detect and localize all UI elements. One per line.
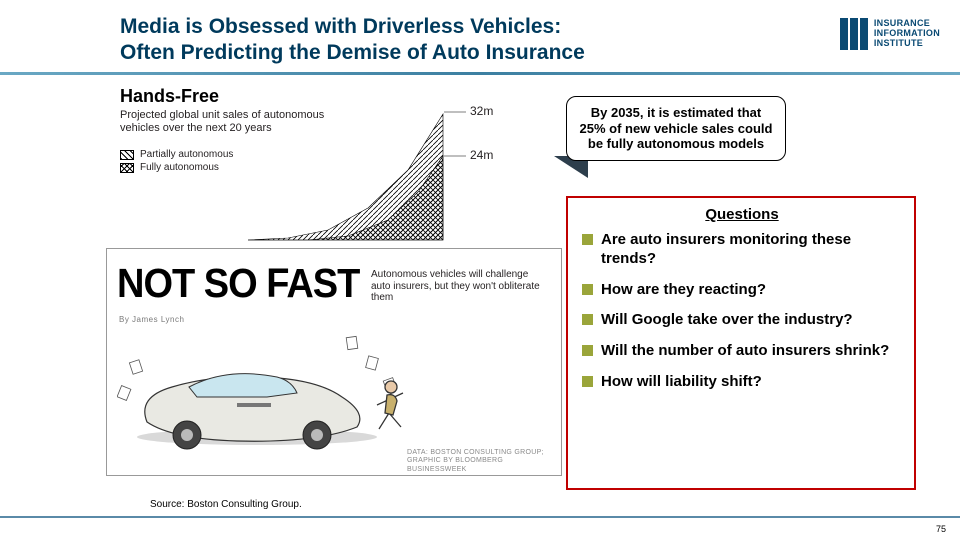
nsf-headline: NOT SO FAST bbox=[117, 261, 359, 307]
not-so-fast-panel: NOT SO FAST Autonomous vehicles will cha… bbox=[106, 248, 562, 476]
slide-title: Media is Obsessed with Driverless Vehicl… bbox=[120, 14, 940, 67]
iii-logo: INSURANCE INFORMATION INSTITUTE bbox=[840, 18, 940, 50]
q-text: Are auto insurers monitoring these trend… bbox=[601, 231, 902, 269]
square-bullet-icon bbox=[582, 314, 593, 325]
square-bullet-icon bbox=[582, 284, 593, 295]
logo-text-3: INSTITUTE bbox=[874, 39, 940, 49]
list-item: Are auto insurers monitoring these trend… bbox=[582, 231, 902, 269]
square-bullet-icon bbox=[582, 376, 593, 387]
legend-full: Fully autonomous bbox=[140, 162, 219, 173]
peak-label-mid: 24m bbox=[470, 148, 493, 162]
area-chart-icon bbox=[248, 100, 498, 250]
nsf-subtext: Autonomous vehicles will challenge auto … bbox=[371, 269, 541, 304]
q-text: How will liability shift? bbox=[601, 373, 762, 392]
callout-box: By 2035, it is estimated that 25% of new… bbox=[566, 96, 786, 161]
nsf-byline: By James Lynch bbox=[119, 315, 184, 324]
cross-swatch-icon bbox=[120, 163, 134, 173]
peak-label-top: 32m bbox=[470, 104, 493, 118]
title-rule bbox=[0, 72, 960, 75]
list-item: Will the number of auto insurers shrink? bbox=[582, 342, 902, 361]
square-bullet-icon bbox=[582, 345, 593, 356]
source-note: Source: Boston Consulting Group. bbox=[150, 499, 302, 510]
q-text: Will Google take over the industry? bbox=[601, 311, 853, 330]
credit-2: GRAPHIC BY BLOOMBERG BUSINESSWEEK bbox=[407, 457, 561, 474]
questions-heading: Questions bbox=[582, 206, 902, 223]
square-bullet-icon bbox=[582, 234, 593, 245]
cartoon-car-icon bbox=[117, 327, 417, 467]
page-number: 75 bbox=[936, 524, 946, 534]
list-item: How will liability shift? bbox=[582, 373, 902, 392]
q-text: How are they reacting? bbox=[601, 281, 766, 300]
logo-mark-icon bbox=[840, 18, 868, 50]
credit-1: DATA: BOSTON CONSULTING GROUP; bbox=[407, 449, 561, 457]
q-text: Will the number of auto insurers shrink? bbox=[601, 342, 889, 361]
hatch-swatch-icon bbox=[120, 150, 134, 160]
list-item: Will Google take over the industry? bbox=[582, 311, 902, 330]
questions-panel: Questions Are auto insurers monitoring t… bbox=[566, 196, 916, 490]
footer-rule bbox=[0, 516, 960, 518]
title-line-1: Media is Obsessed with Driverless Vehicl… bbox=[120, 15, 561, 38]
title-line-2: Often Predicting the Demise of Auto Insu… bbox=[120, 41, 585, 64]
list-item: How are they reacting? bbox=[582, 281, 902, 300]
legend-partial: Partially autonomous bbox=[140, 149, 233, 160]
